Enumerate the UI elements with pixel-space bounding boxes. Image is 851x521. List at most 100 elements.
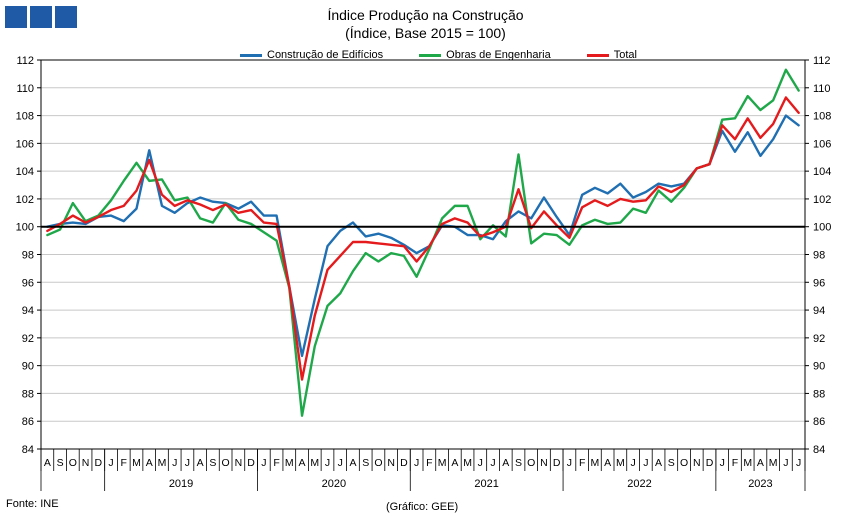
- y-tick-label-left: 104: [16, 166, 34, 178]
- x-tick-label-month: M: [158, 457, 167, 469]
- x-tick-label-month: M: [743, 457, 752, 469]
- y-tick-label-right: 108: [813, 111, 831, 123]
- x-tick-label-month: M: [769, 457, 778, 469]
- x-tick-label-month: N: [235, 457, 243, 469]
- x-tick-label-month: D: [553, 457, 561, 469]
- y-tick-label-left: 100: [16, 222, 34, 234]
- series-line-2: [46, 96, 800, 381]
- x-tick-label-month: J: [172, 457, 177, 469]
- x-tick-label-month: A: [502, 457, 509, 469]
- x-tick-label-month: J: [630, 457, 635, 469]
- x-tick-label-month: N: [82, 457, 90, 469]
- x-tick-label-month: J: [414, 457, 419, 469]
- y-tick-label-left: 102: [16, 194, 34, 206]
- x-tick-label-month: A: [757, 457, 764, 469]
- y-tick-label-left: 88: [22, 388, 34, 400]
- x-tick-label-month: F: [579, 457, 585, 469]
- y-tick-label-left: 94: [22, 305, 34, 317]
- x-tick-label-month: F: [732, 457, 738, 469]
- legend-item-total: Total: [586, 49, 637, 61]
- x-tick-label-month: J: [490, 457, 495, 469]
- x-tick-label-month: A: [349, 457, 356, 469]
- x-tick-label-month: M: [438, 457, 447, 469]
- x-tick-label-month: J: [643, 457, 648, 469]
- x-tick-label-month: J: [783, 457, 788, 469]
- y-tick-label-right: 90: [813, 361, 825, 373]
- series-line-0: [46, 114, 800, 358]
- chart-legend: Construção de Edifícios Obras de Engenha…: [240, 49, 637, 61]
- x-tick-label-month: A: [451, 457, 458, 469]
- y-tick-label-left: 106: [16, 138, 34, 150]
- y-tick-label-left: 96: [22, 277, 34, 289]
- y-tick-label-left: 112: [16, 55, 34, 67]
- x-tick-label-month: F: [426, 457, 432, 469]
- y-tick-label-right: 88: [813, 388, 825, 400]
- legend-swatch-engenharia: [419, 53, 442, 57]
- y-tick-label-left: 84: [22, 444, 34, 456]
- y-tick-label-left: 86: [22, 416, 34, 428]
- x-tick-label-month: O: [222, 457, 230, 469]
- y-tick-label-left: 92: [22, 333, 34, 345]
- y-tick-label-right: 98: [813, 250, 825, 262]
- x-tick-label-month: O: [374, 457, 382, 469]
- x-tick-label-month: D: [247, 457, 255, 469]
- x-tick-label-year: 2019: [169, 478, 193, 490]
- x-tick-label-month: M: [463, 457, 472, 469]
- x-tick-label-month: N: [693, 457, 701, 469]
- x-tick-label-month: S: [209, 457, 216, 469]
- x-tick-label-month: J: [261, 457, 266, 469]
- legend-swatch-total: [586, 53, 609, 57]
- x-tick-label-month: J: [567, 457, 572, 469]
- x-tick-label-year: 2021: [474, 478, 498, 490]
- x-tick-label-month: O: [680, 457, 688, 469]
- x-tick-label-month: J: [108, 457, 113, 469]
- x-tick-label-month: D: [706, 457, 714, 469]
- x-tick-label-month: M: [616, 457, 625, 469]
- x-tick-label-month: A: [655, 457, 662, 469]
- logo-square-2: [30, 6, 52, 28]
- x-tick-label-month: A: [146, 457, 153, 469]
- x-tick-label-month: S: [57, 457, 64, 469]
- series-line-1: [46, 68, 800, 417]
- x-tick-label-month: J: [796, 457, 801, 469]
- y-tick-label-right: 84: [813, 444, 825, 456]
- x-tick-label-month: J: [325, 457, 330, 469]
- x-tick-label-month: N: [387, 457, 395, 469]
- x-tick-label-month: J: [185, 457, 190, 469]
- y-tick-label-left: 90: [22, 361, 34, 373]
- x-tick-label-month: M: [310, 457, 319, 469]
- x-tick-label-month: M: [132, 457, 141, 469]
- x-tick-label-month: S: [668, 457, 675, 469]
- x-tick-label-month: M: [285, 457, 294, 469]
- y-tick-label-right: 112: [813, 55, 831, 67]
- x-tick-label-month: A: [299, 457, 306, 469]
- y-tick-label-right: 92: [813, 333, 825, 345]
- x-tick-label-year: 2022: [627, 478, 651, 490]
- x-tick-label-month: A: [197, 457, 204, 469]
- y-tick-label-right: 96: [813, 277, 825, 289]
- credit-note: (Gráfico: GEE): [386, 501, 459, 513]
- legend-swatch-edificios: [240, 53, 262, 57]
- x-tick-label-month: A: [604, 457, 611, 469]
- chart-title: Índice Produção na Construção: [327, 7, 524, 23]
- legend-label-total: Total: [613, 49, 637, 61]
- x-tick-label-month: J: [338, 457, 343, 469]
- y-tick-label-left: 110: [16, 83, 34, 95]
- x-tick-label-month: J: [720, 457, 725, 469]
- legend-label-edificios: Construção de Edifícios: [267, 49, 384, 61]
- x-tick-label-month: F: [273, 457, 279, 469]
- chart-subtitle: (Índice, Base 2015 = 100): [345, 25, 506, 41]
- x-tick-label-month: D: [95, 457, 103, 469]
- source-note: Fonte: INE: [6, 498, 59, 510]
- x-tick-label-month: O: [69, 457, 77, 469]
- logo-square-1: [5, 6, 27, 28]
- legend-label-engenharia: Obras de Engenharia: [446, 49, 551, 61]
- logo-square-3: [55, 6, 77, 28]
- y-tick-label-right: 86: [813, 416, 825, 428]
- x-tick-label-month: M: [591, 457, 600, 469]
- y-tick-label-right: 94: [813, 305, 825, 317]
- x-tick-label-month: N: [540, 457, 548, 469]
- x-tick-label-month: O: [527, 457, 535, 469]
- y-tick-label-right: 104: [813, 166, 831, 178]
- y-tick-label-right: 102: [813, 194, 831, 206]
